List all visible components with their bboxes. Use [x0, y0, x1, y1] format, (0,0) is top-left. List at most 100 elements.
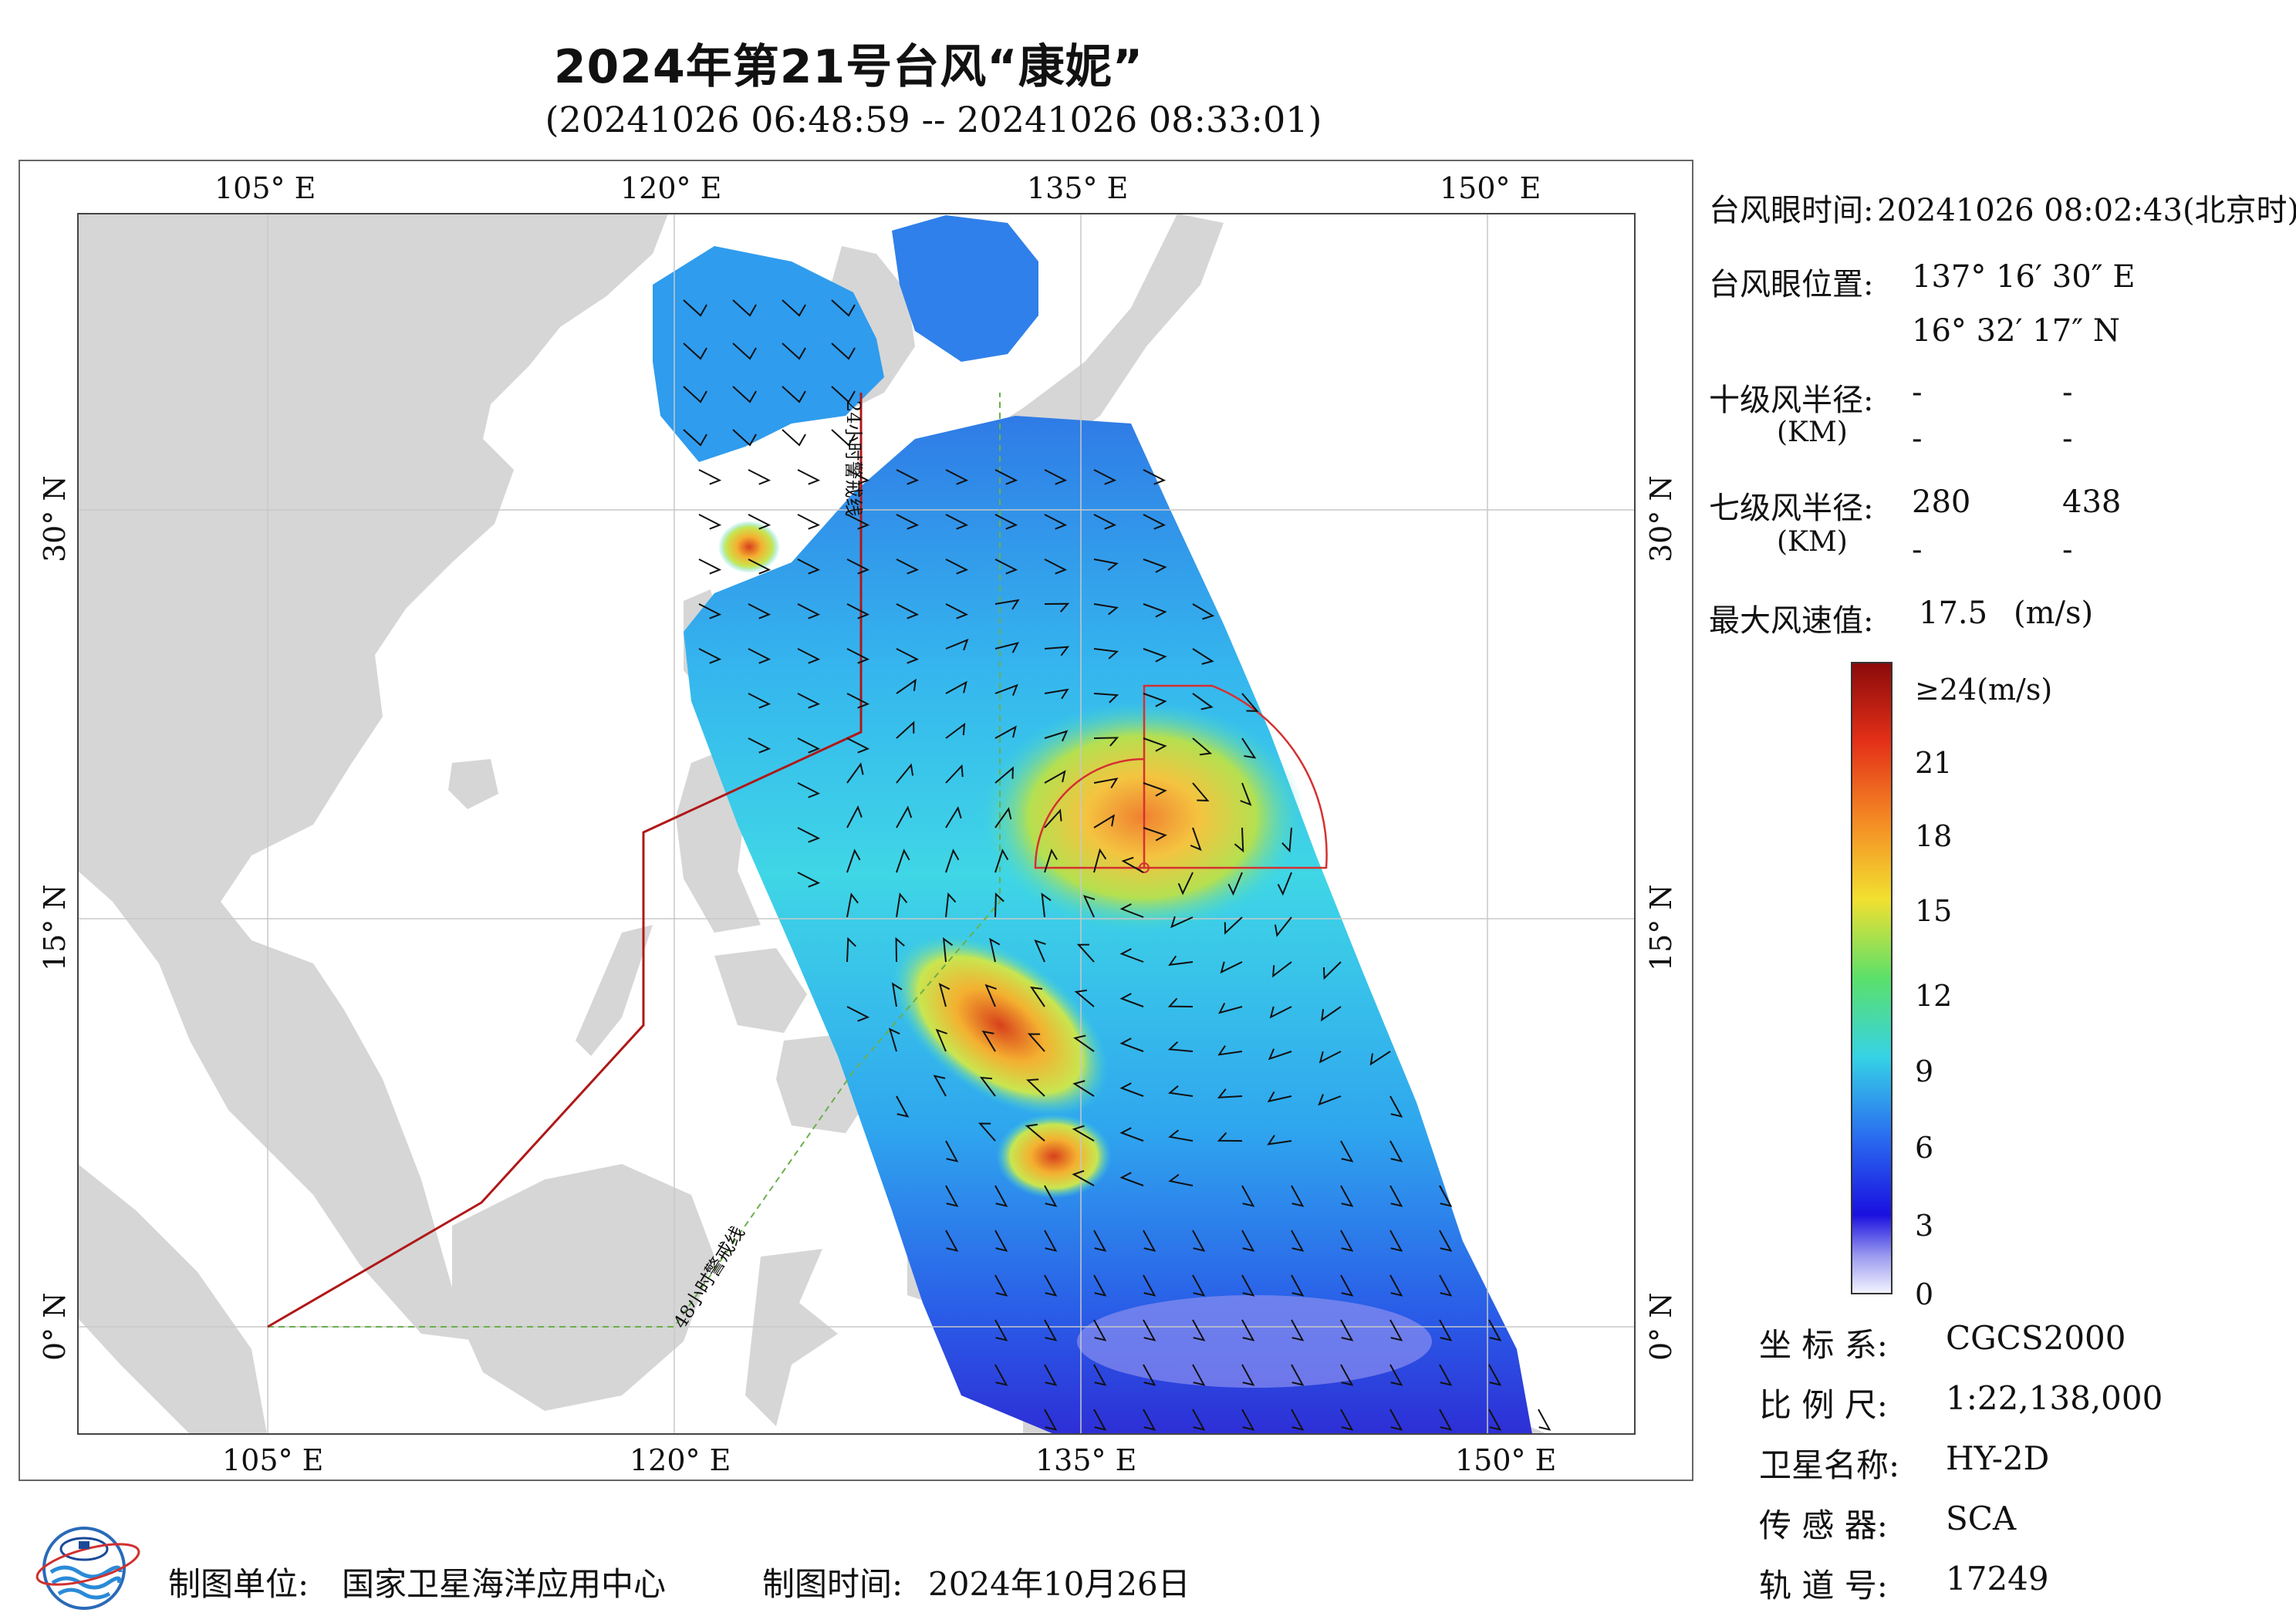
wind-barb [1143, 1319, 1156, 1341]
r10-value-sw: - [1912, 421, 1923, 457]
wind-barb [846, 805, 863, 828]
wind-barb [732, 299, 757, 317]
wind-barb [1389, 1185, 1403, 1207]
wind-barb [1439, 1364, 1453, 1386]
wind-barb [1074, 989, 1095, 1007]
wind-barb [1241, 693, 1259, 712]
max-wind-value: 17.5 [1919, 596, 1988, 631]
lon-label-top-105: 105° E [214, 171, 316, 205]
wind-barb [1076, 943, 1095, 963]
wind-barb [797, 872, 821, 888]
wind-barb [1044, 730, 1069, 742]
wind-barb [797, 648, 821, 664]
wind-barb [896, 603, 920, 619]
land-sumatra [78, 1164, 267, 1434]
wind-barb [1093, 1409, 1107, 1431]
wind-barb [1192, 1274, 1206, 1297]
wind-barb [1340, 1140, 1354, 1162]
wind-barb [1190, 827, 1202, 852]
wind-barb [1267, 1135, 1292, 1146]
land-visayas [714, 948, 807, 1033]
wind-barb [945, 805, 962, 828]
wind-barb [945, 892, 957, 918]
wind-barb [1093, 1319, 1107, 1341]
land-asia-mainland [78, 214, 668, 1341]
wind-barb [1267, 1091, 1292, 1103]
wind-barb [1143, 1230, 1156, 1252]
map-frame: 24小时警戒线 48小时警戒线 105° E 120° E 135° E 150… [19, 160, 1693, 1481]
wind-barb [896, 1095, 910, 1118]
high-wind-core [996, 1114, 1112, 1199]
wind-barb [797, 782, 821, 798]
wind-barb [1291, 1185, 1305, 1207]
wind-barb [1093, 848, 1107, 873]
wind-barb [732, 386, 757, 403]
r7-value-nw: - [2062, 532, 2073, 568]
wind-barb [1274, 916, 1292, 937]
wind-barb [891, 982, 903, 1007]
wind-barb [1192, 782, 1210, 801]
wind-barb [1143, 1364, 1156, 1386]
wind-barb [1044, 558, 1068, 575]
wind-barb [698, 514, 722, 530]
wind-barb [1072, 1080, 1095, 1097]
wind-barb [1439, 1319, 1453, 1341]
wind-barb [846, 892, 859, 918]
wind-barb [698, 603, 722, 619]
wind-barb [1027, 1033, 1045, 1052]
wind-barb [683, 299, 707, 317]
wind-barb [945, 638, 969, 651]
wind-barb [1227, 872, 1243, 896]
wind-barb [1119, 1038, 1144, 1052]
wind-barb [1093, 469, 1117, 485]
wind-barb [945, 1140, 959, 1162]
wind-barb [896, 469, 920, 485]
wind-barb [1291, 1274, 1305, 1297]
wind-barb [1439, 1230, 1453, 1252]
wind-radius-7 [1034, 684, 1328, 869]
wind-barb [1167, 1041, 1194, 1052]
wind-barb [846, 737, 870, 754]
wind-barb [1093, 778, 1119, 789]
wind-barb [1217, 1088, 1243, 1098]
lat-label-left-15: 15° N [38, 884, 72, 971]
wind-barb [782, 429, 806, 447]
wind-barb [1319, 1051, 1342, 1064]
wind-barb [1119, 948, 1144, 963]
wind-barb [1340, 1230, 1354, 1252]
wind-barb [797, 827, 821, 843]
wind-barb [1389, 1319, 1403, 1341]
wind-barb [732, 429, 757, 447]
wind-barb [846, 936, 856, 963]
wind-barb [1143, 827, 1167, 842]
footer: 制图单位: 国家卫星海洋应用中心 制图时间: 2024年10月26日 [0, 1535, 1697, 1620]
land-palawan [576, 925, 653, 1056]
wind-barb [1269, 1006, 1292, 1019]
wind-barb [1488, 1364, 1502, 1386]
wind-barb [994, 1230, 1008, 1252]
map-canvas[interactable]: 24小时警戒线 48小时警戒线 105° E 120° E 135° E 150… [20, 161, 1695, 1483]
wind-barb [1340, 1364, 1354, 1386]
high-wind-band [891, 934, 1109, 1116]
producer-label: 制图单位: [168, 1565, 309, 1603]
wind-barb [1044, 1319, 1058, 1341]
colorbar-tick-6: 6 [1915, 1131, 1933, 1165]
wind-barb [683, 386, 707, 403]
wind-barb [1168, 955, 1194, 967]
lat-label-left-30: 30° N [38, 475, 72, 562]
wind-barb [1093, 514, 1117, 530]
wind-barb [797, 514, 821, 530]
r10-value-ne: - [1912, 375, 1923, 410]
wind-barb [1389, 1364, 1403, 1386]
wind-barb [1369, 1051, 1391, 1066]
lat-label-right-0: 0° N [1644, 1292, 1678, 1361]
wind-barb [1044, 646, 1070, 656]
wind-barb [984, 984, 997, 1007]
typhoon-eye-marker [1139, 862, 1150, 873]
wind-barb [1143, 1409, 1156, 1431]
warning-line-24h-label: 24小时警戒线 [842, 400, 864, 517]
wind-barb [831, 342, 856, 360]
wind-barb [1322, 961, 1342, 980]
wind-barb [1488, 1409, 1502, 1431]
lon-label-top-150: 150° E [1440, 171, 1541, 205]
